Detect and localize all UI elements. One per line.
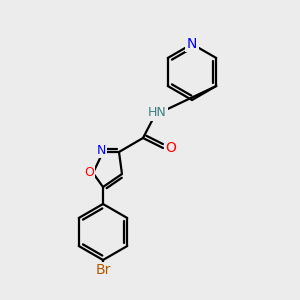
Text: O: O [84,167,94,179]
Text: N: N [96,143,106,157]
Text: Br: Br [95,263,111,277]
Text: O: O [166,141,176,155]
Text: HN: HN [148,106,166,119]
Text: N: N [187,37,197,51]
